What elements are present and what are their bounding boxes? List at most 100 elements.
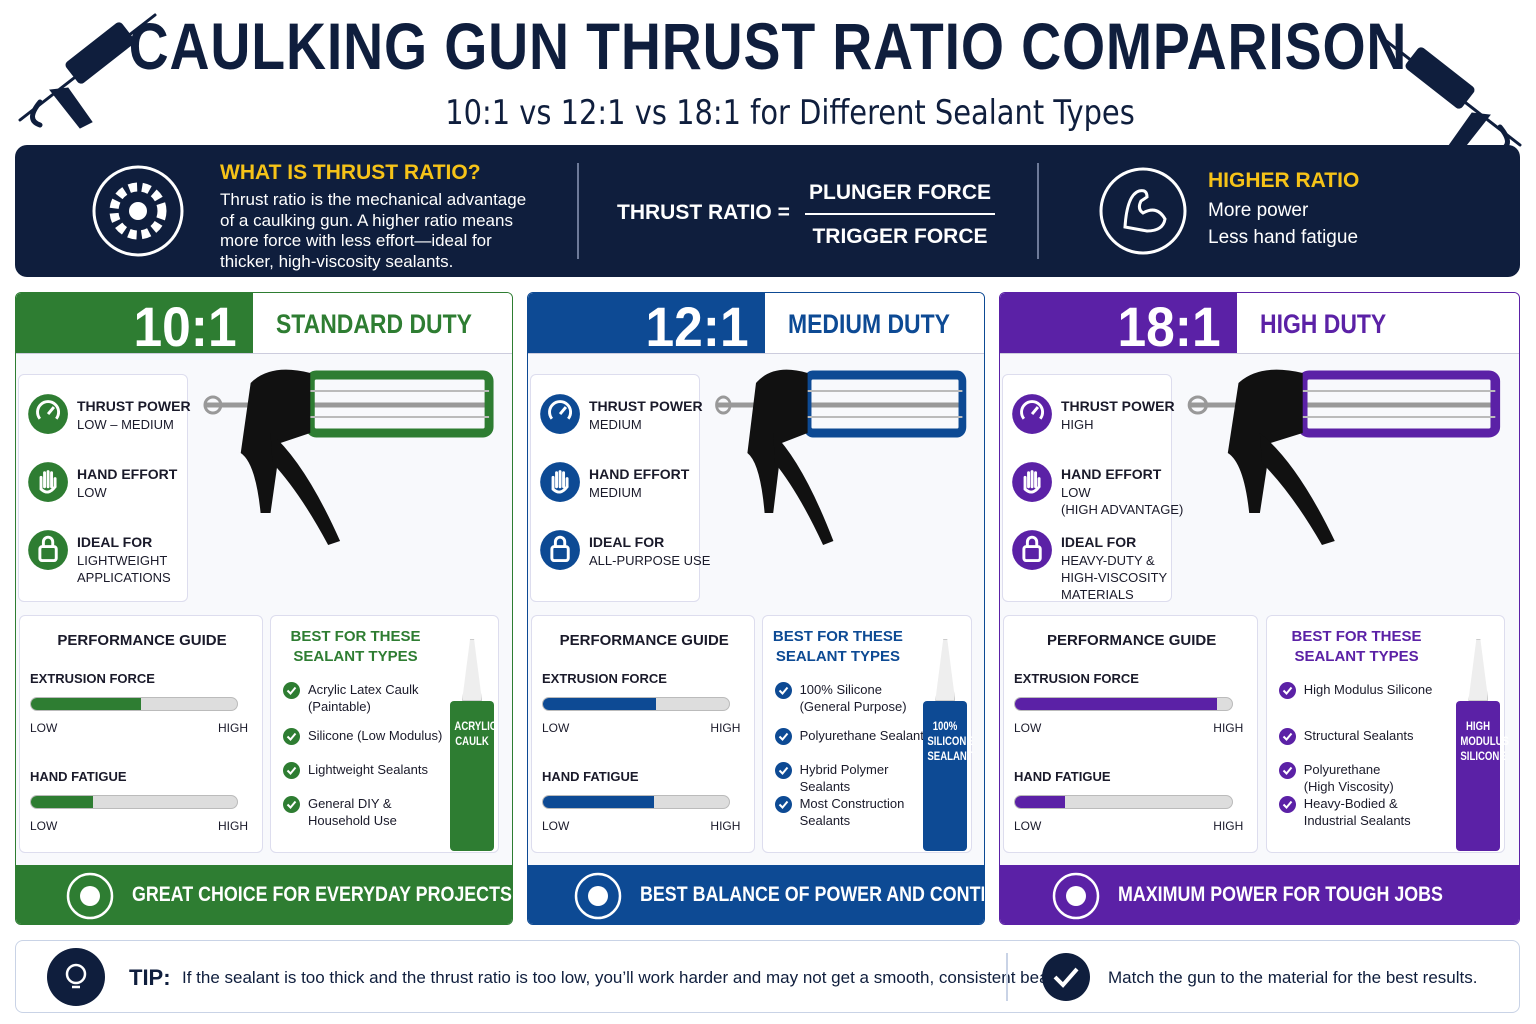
best-title: BEST FOR THESE [1291, 628, 1422, 645]
check-icon [1278, 682, 1296, 699]
check-icon [282, 728, 300, 745]
features-box: THRUST POWER LOW – MEDIUM HAND EFFORT LOW ID… [18, 374, 191, 602]
bar-label: EXTRUSION FORCE [30, 671, 155, 686]
feature-icon [28, 462, 68, 502]
best-item: Most Construction [799, 796, 905, 811]
check-icon [774, 762, 792, 779]
divider [1006, 953, 1008, 1001]
formula-numerator: PLUNGER FORCE [808, 181, 991, 204]
check-icon [1278, 762, 1296, 779]
feature-icon [1012, 394, 1052, 434]
best-title: BEST FOR THESE [290, 628, 421, 645]
check-icon [282, 682, 300, 699]
gun-icon [18, 13, 157, 129]
panel-header-rule [1000, 353, 1519, 354]
ratio-block: 18:1 [1000, 293, 1237, 358]
tip-box: TIP: If the sealant is too thick and the … [15, 940, 1520, 1013]
footer-icon [574, 872, 622, 920]
best-box: BEST FOR THESE SEALANT TYPES 100% Silicone… [761, 615, 973, 853]
high-label: HIGH [1213, 819, 1244, 833]
low-label: LOW [30, 819, 58, 833]
bar-track [542, 795, 731, 809]
best-item: Acrylic Latex Caulk [307, 682, 419, 697]
feature-icon [540, 530, 580, 570]
tube: 100% SILICONE SEALANT [923, 639, 973, 851]
best-item: Silicone (Low Modulus) [307, 728, 443, 743]
check-icon [774, 682, 792, 699]
feature-text: ALL-PURPOSE USE [589, 553, 711, 568]
panel-footer: GREAT CHOICE FOR EVERYDAY PROJECTS [16, 865, 512, 924]
tube-nozzle [1468, 639, 1489, 701]
feature-title: HAND EFFORT [77, 466, 178, 482]
tube-nozzle [935, 639, 956, 701]
title: CAULKING GUN THRUST RATIO COMPARISON [128, 9, 1408, 83]
best-item: High Modulus Silicone [1303, 682, 1433, 697]
bar-fill [543, 796, 655, 808]
ratio-block: 10:1 [16, 293, 253, 358]
feature-text: APPLICATIONS [77, 570, 171, 585]
check-icon [282, 762, 300, 779]
ratio-block: 12:1 [528, 293, 765, 358]
high-label: HIGH [218, 819, 249, 833]
bar-label: HAND FATIGUE [30, 769, 127, 784]
tube: HIGH MODULUS SILICONE [1456, 639, 1510, 851]
ratio: 12:1 [645, 295, 749, 358]
best-item: Sealants [799, 779, 851, 794]
what-title: WHAT IS THRUST RATIO? [220, 161, 481, 184]
bar-track [30, 697, 239, 711]
footer-icon [66, 872, 114, 920]
tube-label: HIGH [1466, 719, 1491, 733]
feature-icon [28, 530, 68, 570]
bar-track [30, 795, 239, 809]
best-title: SEALANT TYPES [775, 648, 900, 665]
tip-label: TIP: [129, 965, 171, 990]
check-badge [1042, 953, 1090, 1001]
formula-label: THRUST RATIO = [617, 201, 790, 224]
caulking-gun [715, 369, 967, 545]
check-text: Match the gun to the material for the be… [1108, 968, 1478, 987]
footer-icon [1052, 872, 1100, 920]
panel: 12:1 MEDIUM DUTY THRUST POWER MEDIUM HAND EF… [527, 292, 985, 925]
what-text: more force with less effort—ideal for [220, 231, 492, 250]
panel-footer: MAXIMUM POWER FOR TOUGH JOBS [1000, 865, 1519, 924]
performance-box: PERFORMANCE GUIDE EXTRUSION FORCE LOW HIGH H… [19, 615, 264, 853]
feature-text: LOW – MEDIUM [77, 417, 174, 432]
feature-text: LIGHTWEIGHT [77, 553, 168, 568]
best-item: Polyurethane [1303, 762, 1381, 777]
high-label: HIGH [710, 819, 741, 833]
what-text: Thrust ratio is the mechanical advantage [220, 190, 527, 209]
feature-title: HAND EFFORT [1061, 466, 1162, 482]
what-text: of a caulking gun. A higher ratio means [220, 210, 513, 230]
tube-label: MODULUS [1460, 734, 1510, 748]
feature-icon [540, 394, 580, 434]
best-box: BEST FOR THESE SEALANT TYPES Acrylic Latex… [269, 615, 500, 853]
performance-title: PERFORMANCE GUIDE [57, 632, 227, 649]
best-title: SEALANT TYPES [293, 648, 418, 665]
tube-label: SEALANT [927, 749, 973, 763]
ratio: 18:1 [1117, 295, 1221, 358]
best-item: General DIY & [307, 796, 392, 811]
best-item: Polyurethane Sealants [799, 728, 931, 743]
low-label: LOW [1014, 819, 1042, 833]
feature-title: THRUST POWER [1061, 398, 1175, 414]
best-item: 100% Silicone [799, 682, 882, 697]
feature-text: LOW [1061, 485, 1091, 500]
best-item: Lightweight Sealants [307, 762, 428, 777]
feature-icon [540, 462, 580, 502]
footer-text: GREAT CHOICE FOR EVERYDAY PROJECTS [131, 883, 512, 906]
higher-text: Less hand fatigue [1208, 227, 1359, 248]
panel: 10:1 STANDARD DUTY THRUST POWER LOW – MEDIU… [15, 292, 513, 925]
performance-title: PERFORMANCE GUIDE [559, 632, 729, 649]
gear-icon [92, 165, 184, 257]
feature-text: MATERIALS [1061, 587, 1134, 602]
best-item: Industrial Sealants [1303, 813, 1411, 828]
feature-text: (HIGH ADVANTAGE) [1061, 502, 1184, 517]
best-item: (General Purpose) [799, 699, 907, 714]
duty: HIGH DUTY [1260, 309, 1387, 339]
feature-text: HEAVY-DUTY & [1061, 553, 1155, 568]
caulking-gun [203, 369, 494, 545]
bar-label: HAND FATIGUE [542, 769, 639, 784]
intro-band: WHAT IS THRUST RATIO? Thrust ratio is the… [15, 145, 1520, 277]
low-label: LOW [30, 721, 58, 735]
